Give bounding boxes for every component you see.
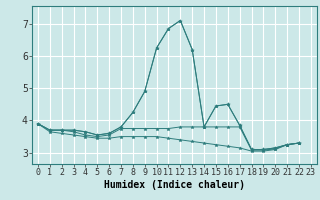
X-axis label: Humidex (Indice chaleur): Humidex (Indice chaleur) [104, 180, 245, 190]
